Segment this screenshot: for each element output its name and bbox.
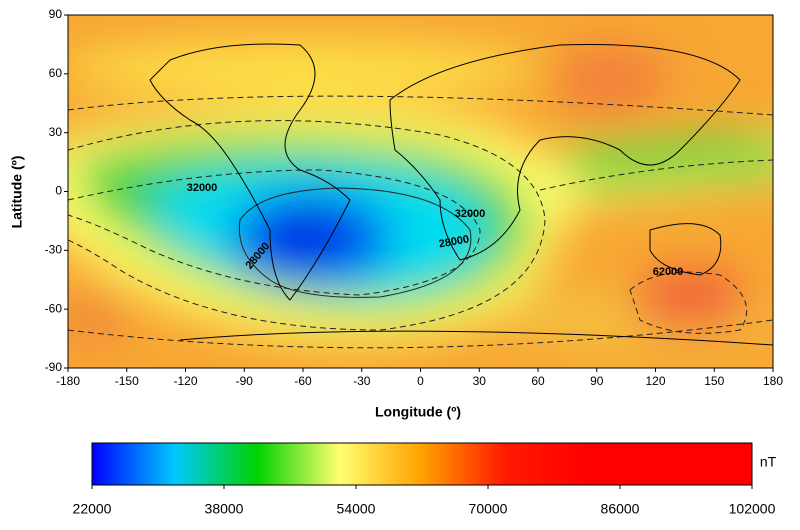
- x-tick-label: -120: [173, 374, 197, 388]
- colorbar-tick-label: 54000: [337, 501, 376, 517]
- colorbar: [91, 442, 753, 486]
- x-tick-label: 60: [531, 374, 545, 388]
- x-tick-label: 30: [473, 374, 487, 388]
- y-tick-label: 60: [49, 66, 63, 80]
- y-tick-label: 90: [49, 7, 63, 21]
- contour-label: 62000: [653, 266, 684, 278]
- field: [68, 15, 773, 368]
- x-axis-label: Longitude (º): [375, 404, 461, 420]
- contour: [68, 120, 546, 331]
- x-tick-label: -180: [56, 374, 80, 388]
- y-tick-label: -30: [45, 243, 63, 257]
- y-tick-label: 0: [55, 184, 62, 198]
- colorbar-tick-label: 102000: [729, 501, 776, 517]
- x-tick-label: -150: [115, 374, 139, 388]
- y-axis-label: Latitude (º): [9, 156, 25, 229]
- contour-label: 32000: [187, 182, 218, 194]
- contour: [68, 95, 773, 116]
- colorbar-label: nT: [760, 454, 777, 470]
- x-tick-label: 120: [645, 374, 665, 388]
- colorbar-tick-label: 38000: [205, 501, 244, 517]
- contour: [68, 319, 773, 349]
- coastline: [149, 43, 351, 301]
- colorbar-tick-label: 70000: [469, 501, 508, 517]
- contour: [629, 271, 748, 334]
- coastline: [649, 223, 722, 276]
- y-tick-label: 30: [49, 125, 63, 139]
- contour: [539, 159, 773, 191]
- x-tick-label: 0: [417, 374, 424, 388]
- x-tick-label: 180: [763, 374, 783, 388]
- x-tick-label: 90: [590, 374, 604, 388]
- contour-label: 32000: [455, 208, 486, 220]
- x-tick-label: -90: [236, 374, 254, 388]
- contour: [238, 187, 472, 298]
- y-tick-label: -60: [45, 301, 63, 315]
- contour-label: 28000: [438, 233, 470, 250]
- x-tick-label: 150: [704, 374, 724, 388]
- x-tick-label: -60: [294, 374, 312, 388]
- coastline: [179, 330, 773, 346]
- coastline: [389, 43, 741, 261]
- x-tick-label: -30: [353, 374, 371, 388]
- y-tick-label: -90: [45, 360, 63, 374]
- colorbar-tick-label: 22000: [73, 501, 112, 517]
- colorbar-tick-label: 86000: [601, 501, 640, 517]
